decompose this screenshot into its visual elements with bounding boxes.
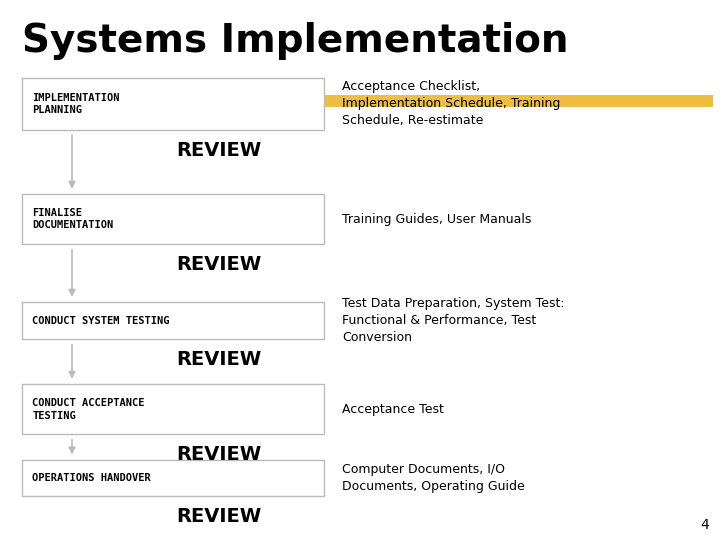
Text: IMPLEMENTATION
PLANNING: IMPLEMENTATION PLANNING bbox=[32, 93, 120, 115]
Bar bbox=[22, 460, 324, 496]
Text: CONDUCT ACCEPTANCE
TESTING: CONDUCT ACCEPTANCE TESTING bbox=[32, 398, 145, 421]
Text: CONDUCT SYSTEM TESTING: CONDUCT SYSTEM TESTING bbox=[32, 316, 170, 326]
Text: Computer Documents, I/O
Documents, Operating Guide: Computer Documents, I/O Documents, Opera… bbox=[342, 463, 525, 493]
Bar bbox=[22, 95, 713, 107]
Text: Test Data Preparation, System Test:
Functional & Performance, Test
Conversion: Test Data Preparation, System Test: Func… bbox=[342, 297, 564, 345]
Text: REVIEW: REVIEW bbox=[176, 140, 261, 160]
Text: REVIEW: REVIEW bbox=[176, 507, 261, 526]
Text: Acceptance Test: Acceptance Test bbox=[342, 403, 444, 416]
Text: OPERATIONS HANDOVER: OPERATIONS HANDOVER bbox=[32, 473, 151, 483]
Bar bbox=[22, 194, 324, 244]
Text: REVIEW: REVIEW bbox=[176, 445, 261, 464]
Text: Acceptance Checklist,
Implementation Schedule, Training
Schedule, Re-estimate: Acceptance Checklist, Implementation Sch… bbox=[342, 80, 560, 127]
Bar bbox=[22, 302, 324, 339]
Text: FINALISE
DOCUMENTATION: FINALISE DOCUMENTATION bbox=[32, 208, 114, 231]
Bar bbox=[22, 78, 324, 130]
Text: 4: 4 bbox=[701, 518, 709, 532]
Bar bbox=[22, 384, 324, 434]
Text: REVIEW: REVIEW bbox=[176, 350, 261, 369]
Text: Training Guides, User Manuals: Training Guides, User Manuals bbox=[342, 213, 531, 226]
Text: Systems Implementation: Systems Implementation bbox=[22, 22, 568, 59]
Text: REVIEW: REVIEW bbox=[176, 255, 261, 274]
